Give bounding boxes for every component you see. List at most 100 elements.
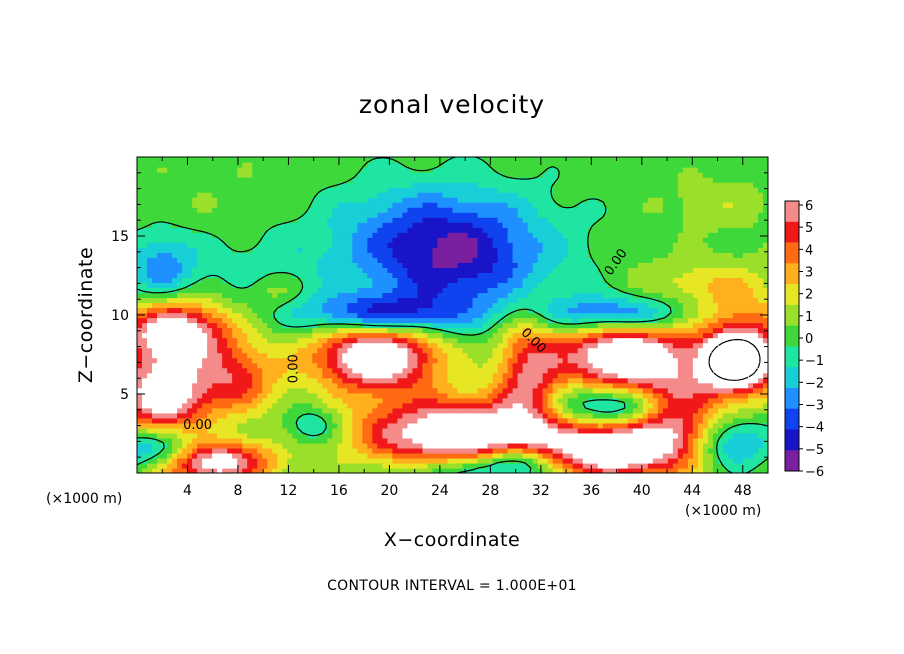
field-cell [557,402,564,409]
field-cell [747,277,754,283]
field-cell [572,357,579,364]
field-cell [722,352,729,359]
field-cell [282,442,288,449]
field-cell [642,447,649,454]
field-cell [617,467,624,473]
field-cell [732,427,739,434]
field-cell [182,402,188,409]
field-cell [402,322,409,329]
field-cell [517,327,524,334]
field-cell [317,422,323,429]
field-cell [202,427,208,434]
field-cell [502,387,509,394]
field-cell [487,352,494,359]
field-cell [322,442,328,449]
field-cell [172,367,178,374]
field-cell [532,452,539,459]
field-cell [202,442,208,449]
field-cell [312,362,318,369]
field-cell [192,467,198,473]
field-cell [387,447,394,454]
field-cell [377,357,383,364]
field-cell [572,412,579,419]
field-cell [537,402,544,409]
field-cell [337,392,343,399]
field-cell [162,292,168,299]
field-cell [372,272,378,278]
field-cell [592,307,599,314]
field-cell [537,392,544,399]
field-cell [572,347,579,354]
field-cell [587,322,594,329]
field-cell [242,412,248,419]
field-cell [637,382,644,389]
field-cell [302,442,308,449]
field-cell [367,352,373,359]
field-cell [367,412,373,419]
field-cell [562,312,569,319]
field-cell [482,367,489,374]
field-cell [557,412,564,419]
field-cell [507,362,514,369]
field-cell [612,297,619,304]
field-cell [697,422,704,429]
field-cell [467,442,474,449]
field-cell [297,322,303,329]
field-cell [207,377,213,384]
field-cell [187,427,193,434]
field-cell [377,397,383,404]
field-cell [277,402,283,409]
field-cell [757,287,764,294]
field-cell [137,452,143,459]
field-cell [252,327,258,334]
field-cell [182,442,188,449]
field-cell [607,342,614,349]
field-cell [382,442,388,449]
field-cell [237,342,243,349]
field-cell [347,387,353,394]
field-cell [497,357,504,364]
field-cell [612,372,619,379]
field-cell [422,467,429,473]
field-cell [347,467,353,473]
field-cell [177,467,183,473]
field-cell [347,417,353,424]
field-cell [157,382,163,389]
field-cell [137,347,143,354]
field-cell [622,422,629,429]
field-cell [522,427,529,434]
field-cell [142,377,148,384]
field-cell [152,282,158,289]
field-cell [197,342,203,349]
field-cell [412,357,419,364]
field-cell [562,407,569,414]
field-cell [712,347,719,354]
field-cell [472,452,479,459]
field-cell [342,372,348,379]
field-cell [702,467,709,473]
field-cell [532,362,539,369]
field-cell [532,332,539,339]
field-cell [347,462,353,469]
field-cell [492,417,499,424]
field-cell [277,427,283,434]
field-cell [137,307,143,314]
field-cell [487,442,494,449]
field-cell [432,412,439,419]
field-cell [682,377,689,384]
field-cell [637,402,644,409]
field-cell [252,417,258,424]
field-cell [322,402,328,409]
field-cell [267,412,273,419]
field-cell [342,332,348,339]
field-cell [322,417,328,424]
field-cell [397,457,404,464]
field-cell [412,422,419,429]
field-cell [562,317,569,324]
field-cell [167,377,173,384]
field-cell [137,437,143,444]
field-cell [332,307,338,314]
field-cell [232,317,238,324]
field-cell [742,437,749,444]
field-cell [182,467,188,473]
